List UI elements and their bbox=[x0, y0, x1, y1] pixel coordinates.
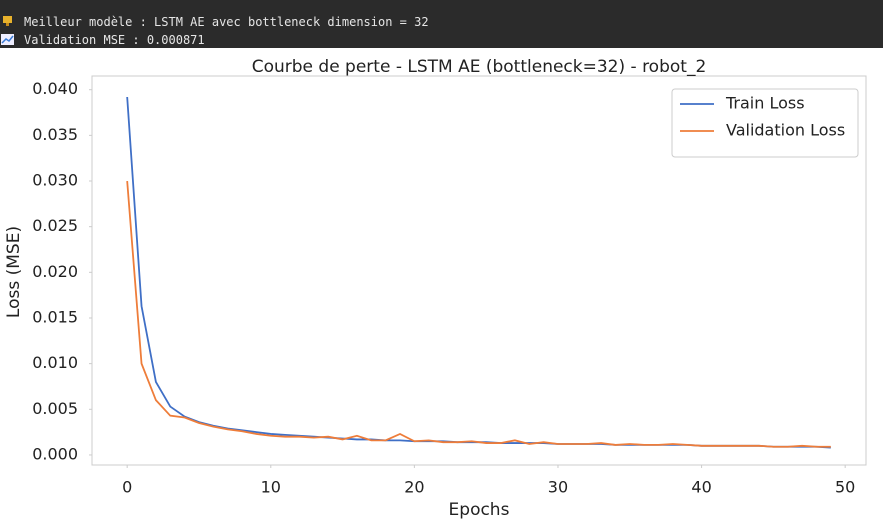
x-tick-label: 40 bbox=[691, 478, 711, 497]
y-tick-label: 0.010 bbox=[32, 353, 78, 372]
legend-label: Train Loss bbox=[725, 94, 805, 113]
y-tick-label: 0.005 bbox=[32, 399, 78, 418]
y-axis-label: Loss (MSE) bbox=[4, 226, 24, 318]
console-line: Meilleur modèle : LSTM AE avec bottlenec… bbox=[24, 15, 429, 29]
line-series bbox=[126, 180, 831, 448]
x-tick-label: 10 bbox=[261, 478, 281, 497]
console-line: Validation MSE : 0.000871 bbox=[24, 33, 205, 47]
chart-title: Courbe de perte - LSTM AE (bottleneck=32… bbox=[252, 57, 707, 77]
console-output: Meilleur modèle : LSTM AE avec bottlenec… bbox=[0, 0, 883, 48]
legend-box bbox=[671, 88, 859, 158]
legend-label: Validation Loss bbox=[726, 121, 845, 140]
x-axis-label: Epochs bbox=[449, 500, 510, 520]
y-tick-label: 0.000 bbox=[32, 444, 78, 463]
y-tick-label: 0.035 bbox=[32, 125, 78, 144]
y-tick-label: 0.040 bbox=[32, 79, 78, 98]
y-tick-label: 0.020 bbox=[32, 262, 78, 281]
x-tick-label: 50 bbox=[835, 478, 855, 497]
y-tick-label: 0.025 bbox=[32, 216, 78, 235]
plot-frame bbox=[91, 75, 867, 466]
x-tick-label: 20 bbox=[404, 478, 424, 497]
y-tick-label: 0.015 bbox=[32, 307, 78, 326]
y-tick-label: 0.030 bbox=[32, 171, 78, 190]
x-tick-label: 30 bbox=[548, 478, 568, 497]
x-tick-label: 0 bbox=[122, 478, 132, 497]
icons bbox=[1, 16, 14, 45]
